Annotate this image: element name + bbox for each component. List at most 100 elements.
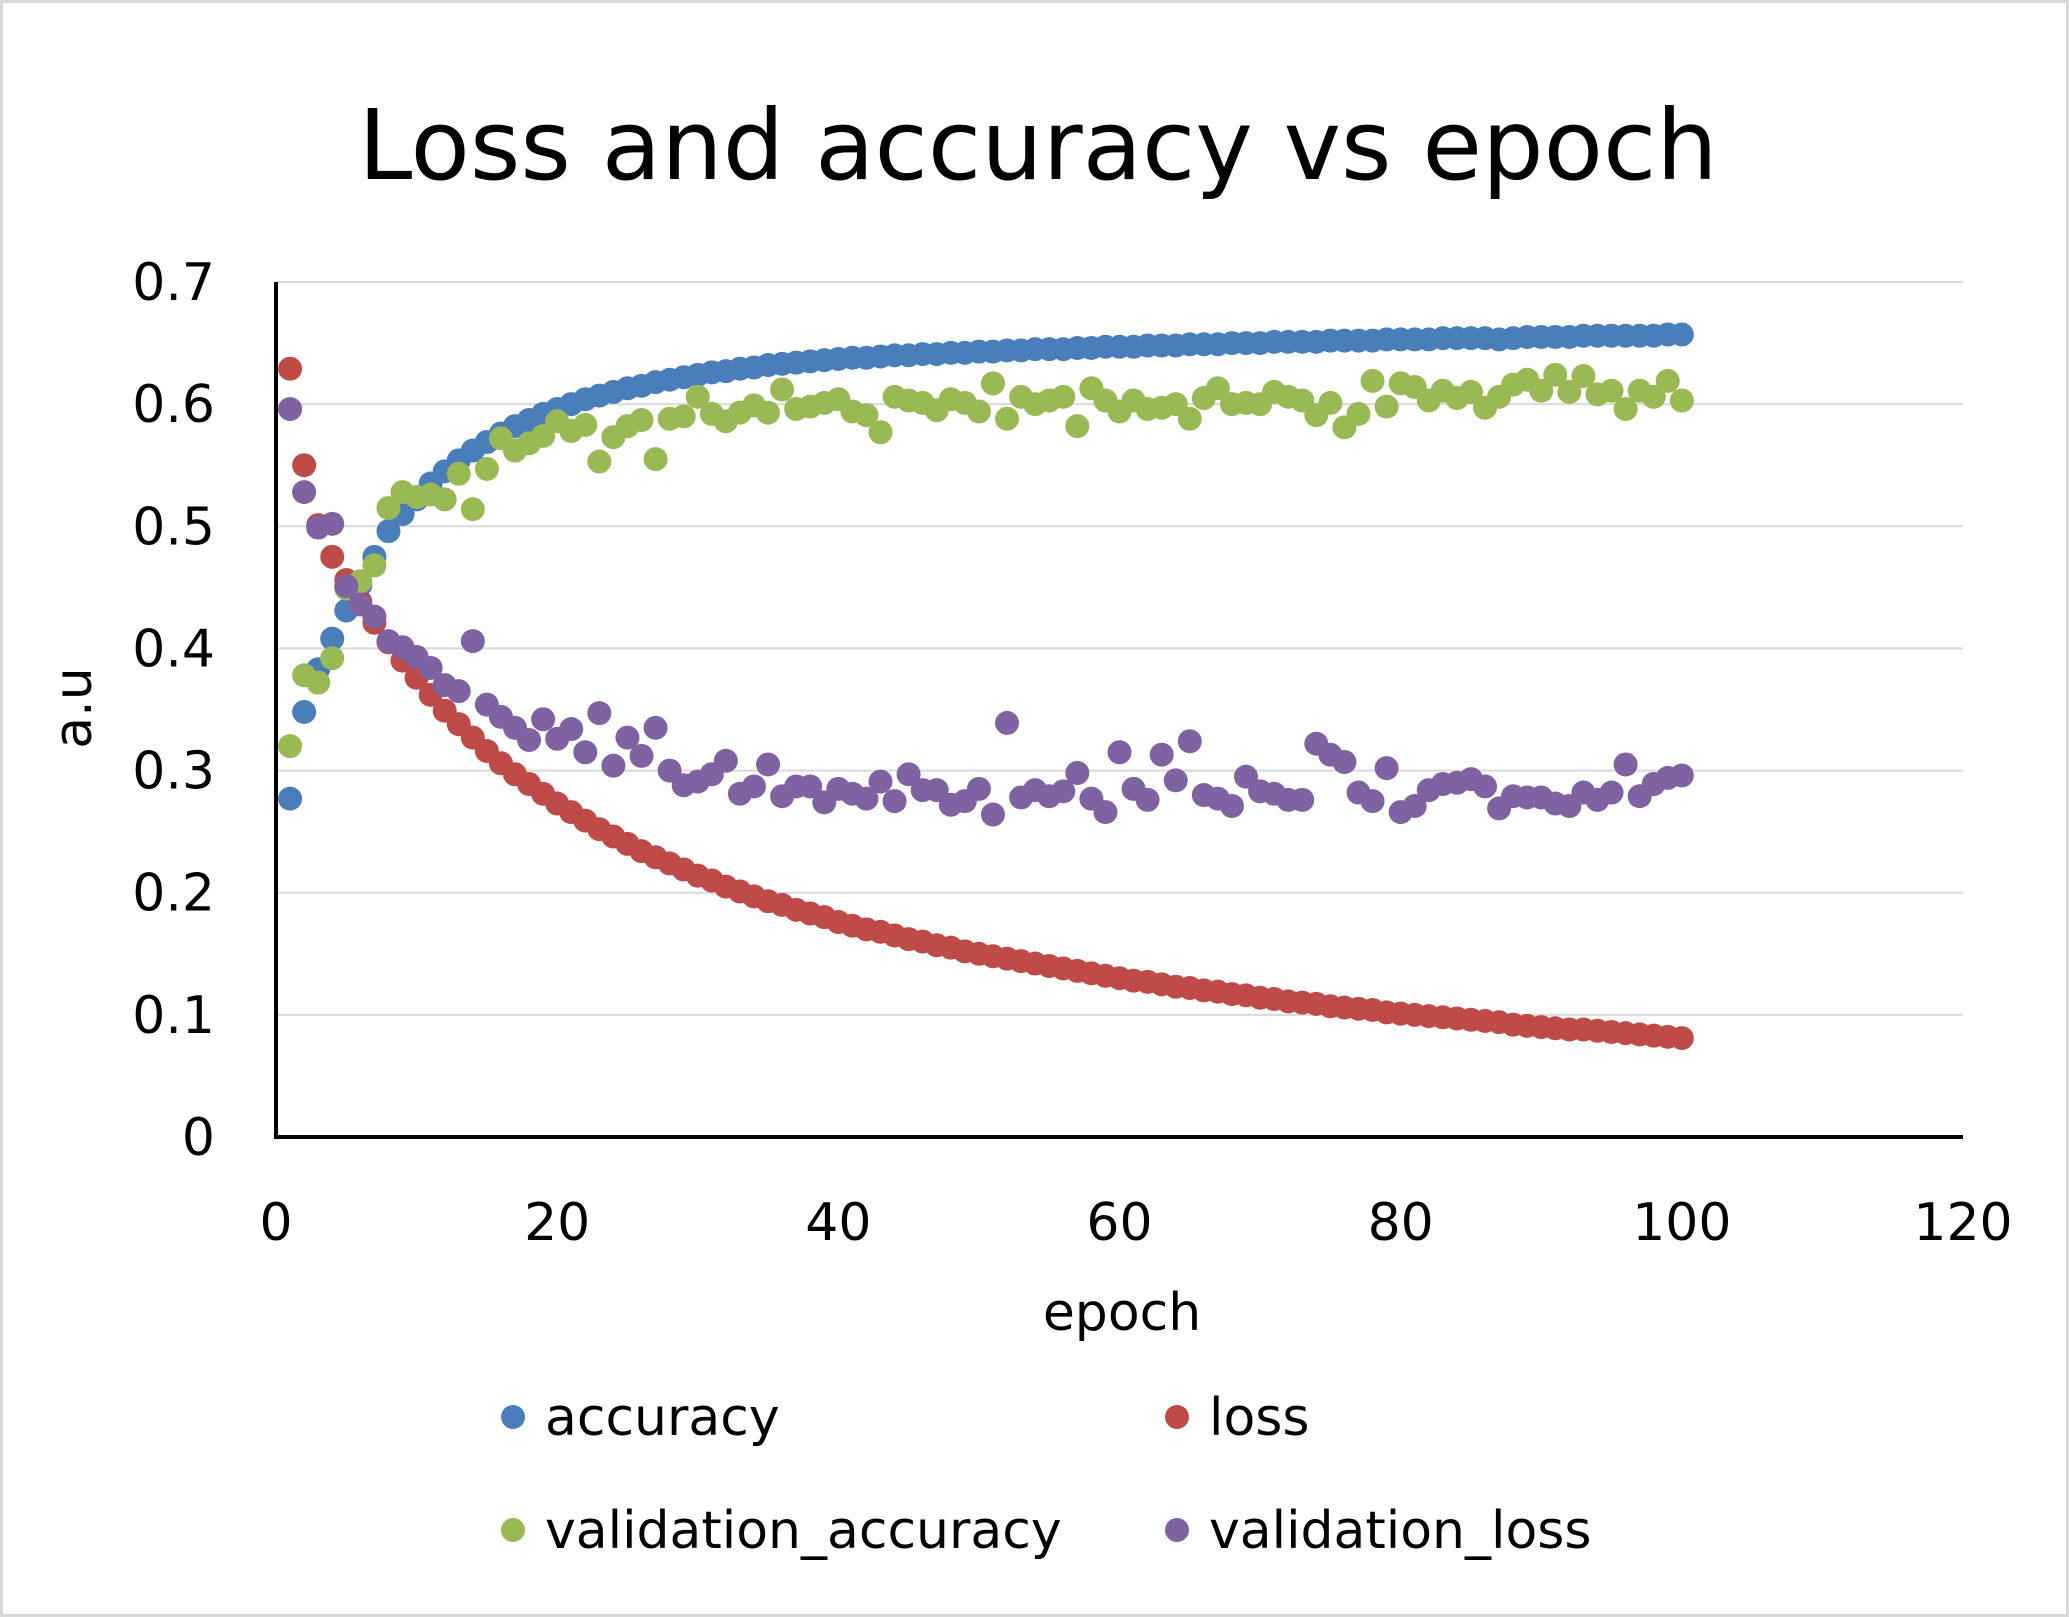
- data-point: [601, 753, 626, 778]
- x-tick-label: 100: [1632, 1193, 1731, 1253]
- legend: accuracy loss validation_accuracy validatio…: [501, 1388, 1591, 1561]
- data-point: [1332, 750, 1357, 775]
- x-tick-label: 60: [1086, 1193, 1152, 1253]
- legend-label: loss: [1209, 1388, 1309, 1448]
- data-point: [559, 717, 584, 742]
- data-point: [1473, 774, 1498, 799]
- data-point: [882, 789, 907, 814]
- data-point: [1669, 322, 1694, 347]
- data-point: [1290, 787, 1315, 812]
- data-point: [1571, 364, 1596, 389]
- data-point: [966, 399, 991, 424]
- data-point: [671, 404, 696, 429]
- data-point: [1557, 379, 1582, 404]
- series-validation-accuracy: [278, 362, 1694, 759]
- y-tick-label: 0.2: [132, 864, 215, 924]
- data-point: [756, 400, 781, 425]
- data-point: [1374, 756, 1399, 781]
- data-point: [868, 420, 893, 445]
- data-point: [995, 406, 1020, 431]
- series-validation-loss: [278, 397, 1694, 827]
- data-point: [770, 377, 795, 402]
- data-point: [460, 497, 485, 522]
- data-point: [1219, 793, 1244, 818]
- data-point: [1374, 394, 1399, 419]
- data-point: [376, 495, 401, 520]
- data-point: [1613, 397, 1638, 422]
- legend-marker: [1165, 1518, 1189, 1542]
- data-point: [1051, 384, 1076, 409]
- axes: [274, 282, 1963, 1139]
- y-tick-label: 0.6: [132, 375, 215, 435]
- data-point: [292, 480, 317, 505]
- data-point: [756, 752, 781, 777]
- x-tick-label: 80: [1368, 1193, 1434, 1253]
- data-point: [854, 786, 879, 811]
- data-points: [278, 322, 1694, 1051]
- y-tick-label: 0: [182, 1108, 215, 1168]
- data-point: [896, 762, 921, 787]
- data-point: [629, 408, 654, 433]
- legend-marker: [501, 1518, 525, 1542]
- data-point: [531, 707, 556, 732]
- data-point: [460, 629, 485, 654]
- x-tick-labels: 0 20 40 60 80 100 120: [259, 1193, 2012, 1253]
- y-tick-labels: 0 0.1 0.2 0.3 0.4 0.5 0.6 0.7: [132, 253, 215, 1168]
- data-point: [1655, 368, 1680, 393]
- data-point: [278, 734, 303, 759]
- legend-marker: [501, 1405, 525, 1429]
- y-axis-label: a.u: [44, 667, 104, 748]
- data-point: [1613, 752, 1638, 777]
- data-point: [643, 447, 668, 472]
- data-point: [278, 356, 303, 381]
- data-point: [1641, 384, 1666, 409]
- data-point: [1529, 378, 1554, 403]
- data-point: [713, 748, 738, 773]
- data-point: [980, 802, 1005, 827]
- data-point: [306, 670, 331, 695]
- data-point: [1360, 789, 1385, 814]
- gridlines: [276, 281, 1963, 1016]
- data-point: [446, 461, 471, 486]
- data-point: [320, 646, 345, 671]
- x-tick-label: 120: [1913, 1193, 2012, 1253]
- data-point: [320, 511, 345, 536]
- data-point: [643, 715, 668, 740]
- data-point: [573, 740, 598, 765]
- data-point: [573, 412, 598, 437]
- data-point: [1065, 761, 1090, 786]
- data-point: [1177, 729, 1202, 754]
- data-point: [1669, 763, 1694, 788]
- data-point: [587, 449, 612, 474]
- data-point: [1458, 379, 1483, 404]
- data-point: [798, 774, 823, 799]
- data-point: [292, 699, 317, 724]
- data-point: [1346, 401, 1371, 426]
- x-tick-label: 0: [259, 1193, 292, 1253]
- data-point: [278, 786, 303, 811]
- data-point: [1599, 780, 1624, 805]
- data-point: [685, 384, 710, 409]
- data-point: [587, 701, 612, 726]
- chart-title: Loss and accuracy vs epoch: [358, 89, 1718, 202]
- data-point: [1402, 793, 1427, 818]
- data-point: [966, 776, 991, 801]
- y-tick-label: 0.7: [132, 253, 215, 313]
- data-point: [334, 574, 359, 599]
- data-point: [629, 743, 654, 768]
- data-point: [474, 456, 499, 481]
- legend-label: accuracy: [545, 1388, 780, 1448]
- scatter-chart: Loss and accuracy vs epoch 0 0.1 0.2 0.3 0.4…: [44, 89, 2013, 1561]
- data-point: [1135, 787, 1160, 812]
- data-point: [615, 725, 640, 750]
- data-point: [1149, 742, 1174, 767]
- data-point: [1669, 1026, 1694, 1051]
- data-point: [1599, 378, 1624, 403]
- data-point: [1177, 406, 1202, 431]
- x-tick-label: 40: [805, 1193, 871, 1253]
- data-point: [1543, 362, 1568, 387]
- data-point: [418, 655, 443, 680]
- data-point: [278, 397, 303, 422]
- y-tick-label: 0.5: [132, 497, 215, 557]
